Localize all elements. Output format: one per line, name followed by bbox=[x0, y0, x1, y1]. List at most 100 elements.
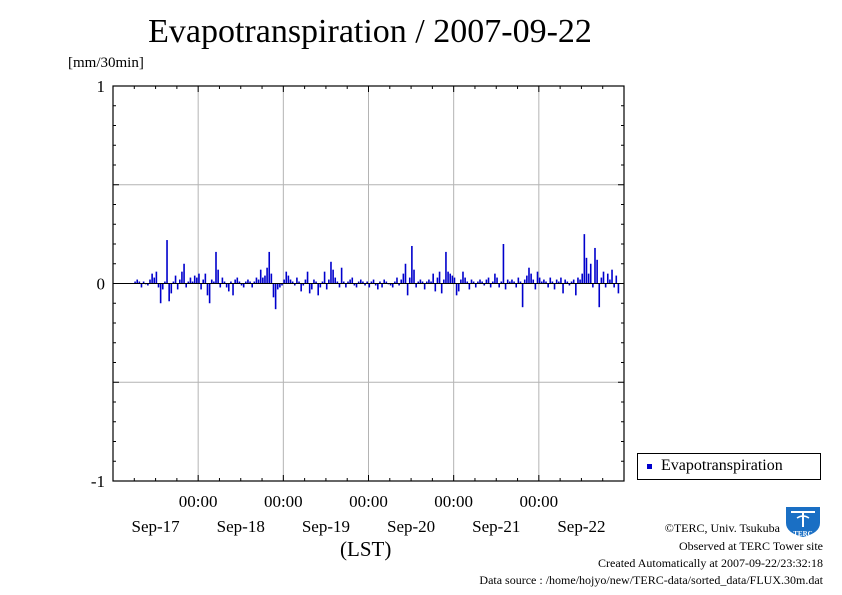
footer-source: Data source : /home/hojyo/new/TERC-data/… bbox=[479, 573, 823, 587]
data-bar bbox=[406, 283, 409, 296]
x-date-label: Sep-20 bbox=[387, 517, 435, 536]
data-bar bbox=[142, 281, 145, 284]
data-bar bbox=[447, 271, 449, 284]
data-bar bbox=[515, 283, 518, 288]
data-bar bbox=[242, 283, 245, 288]
data-bar bbox=[172, 281, 175, 284]
data-bar bbox=[340, 267, 343, 284]
data-bar bbox=[213, 281, 215, 284]
data-bar bbox=[338, 283, 341, 288]
data-bar bbox=[415, 283, 417, 288]
data-bar bbox=[293, 283, 296, 286]
data-bar bbox=[474, 283, 477, 288]
data-bar bbox=[589, 263, 592, 284]
data-bar bbox=[557, 281, 560, 284]
data-bar bbox=[234, 279, 236, 284]
data-bar bbox=[206, 283, 209, 296]
data-bar bbox=[600, 277, 603, 284]
data-bar bbox=[323, 271, 326, 284]
data-bar bbox=[315, 281, 317, 284]
data-bar bbox=[217, 269, 219, 284]
data-bar bbox=[319, 283, 322, 288]
data-bar bbox=[140, 283, 143, 288]
data-bar bbox=[419, 279, 422, 284]
data-bar bbox=[566, 281, 569, 284]
data-bar bbox=[396, 277, 398, 284]
y-tick-label: -1 bbox=[91, 472, 105, 491]
data-bar bbox=[604, 283, 607, 288]
data-bar bbox=[332, 269, 334, 284]
data-bar bbox=[391, 283, 394, 288]
data-bar bbox=[176, 283, 179, 290]
data-bar bbox=[502, 244, 505, 284]
data-bar bbox=[560, 277, 562, 284]
data-bar bbox=[157, 283, 160, 288]
data-bar bbox=[491, 281, 494, 284]
data-bar bbox=[572, 279, 575, 284]
data-bar bbox=[443, 279, 445, 284]
data-bar bbox=[596, 259, 598, 284]
data-bar bbox=[351, 277, 354, 284]
x-date-label: Sep-17 bbox=[131, 517, 180, 536]
data-bar bbox=[528, 267, 530, 284]
data-bar bbox=[613, 283, 615, 288]
y-tick-label: 0 bbox=[97, 275, 106, 294]
data-bar bbox=[153, 277, 156, 284]
data-bar bbox=[151, 273, 153, 284]
data-bar bbox=[434, 283, 437, 292]
data-bar bbox=[606, 273, 609, 284]
data-bar bbox=[183, 263, 185, 284]
data-bar bbox=[466, 281, 469, 284]
data-bar bbox=[364, 283, 366, 286]
data-bar bbox=[170, 283, 173, 294]
data-bar bbox=[147, 283, 149, 286]
data-bar bbox=[362, 281, 364, 284]
data-bar bbox=[377, 283, 379, 290]
footer-observed: Observed at TERC Tower site bbox=[678, 539, 823, 553]
data-bar bbox=[460, 279, 462, 284]
data-bar bbox=[227, 283, 230, 292]
data-bar bbox=[328, 279, 330, 284]
data-bar bbox=[313, 279, 315, 284]
data-bar bbox=[432, 273, 434, 284]
data-bar bbox=[449, 273, 452, 284]
data-bar bbox=[611, 269, 613, 284]
data-bar bbox=[334, 277, 337, 284]
data-bar bbox=[298, 281, 300, 284]
data-bar bbox=[245, 281, 247, 284]
data-bar bbox=[325, 283, 328, 290]
data-bar bbox=[191, 281, 194, 284]
x-time-label: 00:00 bbox=[179, 492, 218, 511]
data-bar bbox=[353, 283, 356, 286]
data-bar bbox=[174, 275, 177, 284]
data-bar bbox=[538, 277, 541, 284]
data-bar bbox=[438, 271, 441, 284]
data-bar bbox=[536, 271, 539, 284]
data-bar bbox=[210, 279, 213, 284]
data-bar bbox=[534, 283, 537, 290]
data-bar bbox=[411, 245, 413, 284]
data-bar bbox=[185, 283, 187, 288]
data-bar bbox=[238, 281, 241, 284]
data-bar bbox=[389, 283, 392, 286]
data-bar bbox=[355, 283, 358, 288]
data-bar bbox=[513, 281, 515, 284]
legend-label: Evapotranspiration bbox=[661, 457, 783, 474]
data-bar bbox=[249, 281, 251, 284]
data-bar bbox=[255, 277, 258, 284]
data-bar bbox=[408, 277, 411, 284]
data-bar bbox=[247, 279, 249, 284]
data-bar bbox=[189, 277, 192, 284]
x-axis-label: (LST) bbox=[340, 537, 392, 561]
data-bar bbox=[283, 279, 285, 284]
data-bar bbox=[276, 283, 279, 290]
data-bar bbox=[445, 251, 447, 284]
data-bar bbox=[274, 283, 277, 310]
data-bar bbox=[547, 283, 549, 288]
data-bar bbox=[440, 283, 443, 294]
data-bar bbox=[457, 283, 460, 292]
data-bar bbox=[372, 279, 375, 284]
svg-text:TERC: TERC bbox=[793, 530, 812, 538]
data-bar bbox=[374, 283, 377, 286]
